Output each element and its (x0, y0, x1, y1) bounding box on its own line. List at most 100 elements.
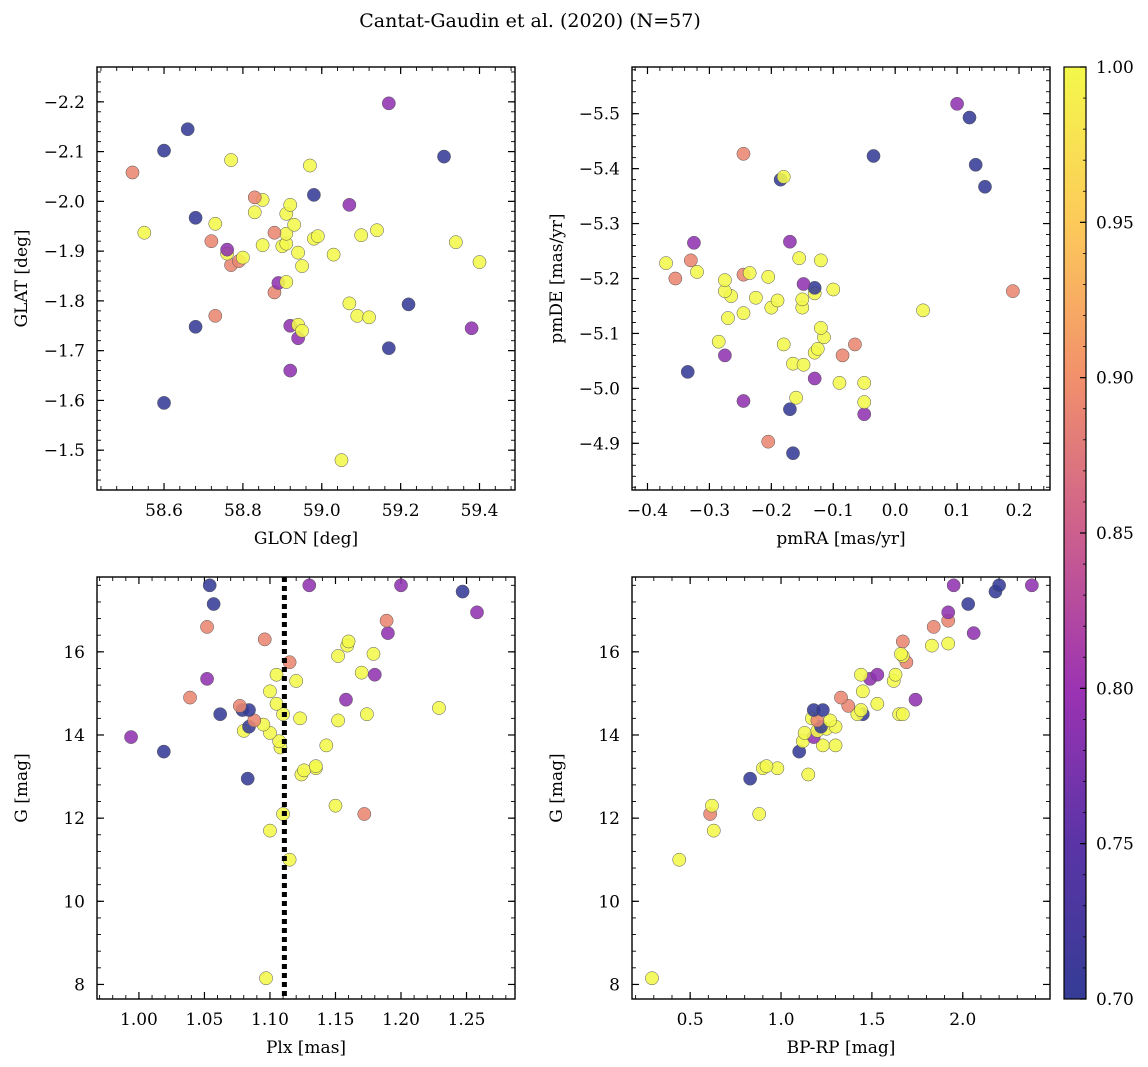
scatter-point (354, 228, 369, 243)
scatter-point (870, 696, 885, 711)
y-tick-label: −5.1 (579, 324, 620, 344)
scatter-point (857, 376, 872, 390)
scatter-point (797, 726, 812, 740)
scatter-point (759, 759, 774, 774)
scatter-point (379, 613, 394, 628)
scatter-point (866, 149, 881, 163)
scatter-point (394, 578, 408, 593)
scatter-point (257, 632, 272, 647)
scatter-point (946, 578, 961, 593)
scatter-point (941, 605, 956, 620)
x-tick-label: −0.1 (813, 501, 854, 521)
scatter-point (331, 713, 345, 728)
scatter-point (308, 759, 323, 774)
scatter-point (326, 247, 341, 262)
scatter-point (255, 238, 270, 253)
scatter-point (968, 157, 983, 172)
scatter-point (183, 690, 197, 705)
scatter-point (814, 321, 828, 335)
scatter-point (786, 446, 800, 461)
scatter-points (659, 96, 1020, 461)
scatter-point (796, 357, 811, 372)
scatter-points (125, 96, 487, 467)
scatter-point (1005, 284, 1020, 298)
scatter-point (342, 197, 357, 212)
scatter-point (224, 153, 238, 167)
scatter-points (645, 578, 1039, 986)
x-tick-label: −0.3 (689, 501, 730, 521)
x-tick-label: 1.0 (768, 1010, 795, 1030)
scatter-point (357, 807, 372, 821)
colorbar: 0.70 0.75 0.80 0.85 0.90 0.95 1.00 (1063, 58, 1134, 1010)
scatter-points (124, 578, 484, 986)
scatter-point (354, 665, 369, 680)
colorbar-tick-label: 0.75 (1096, 835, 1134, 855)
axes-frame (631, 66, 1051, 491)
x-tick-label: 1.25 (448, 1010, 486, 1030)
scatter-point (279, 275, 294, 289)
scatter-point (680, 365, 695, 379)
scatter-point (381, 626, 395, 640)
scatter-point (269, 667, 284, 682)
y-tick-label: 10 (598, 892, 620, 912)
scatter-point (401, 297, 416, 312)
scatter-point (925, 638, 939, 653)
scatter-point (295, 323, 309, 338)
scatter-point (247, 190, 262, 205)
scatter-point (334, 453, 349, 467)
scatter-point (870, 667, 885, 682)
scatter-point (156, 744, 171, 759)
axes-frame (631, 576, 1051, 1000)
x-tick-label: 1.20 (382, 1010, 420, 1030)
scatter-point (470, 605, 484, 620)
x-tick-label: 59.0 (303, 501, 341, 521)
scatter-point (736, 394, 751, 408)
x-tick-label: 58.8 (224, 501, 262, 521)
scatter-point (776, 337, 791, 352)
scatter-point (792, 251, 807, 266)
y-tick-label: 12 (598, 809, 620, 829)
scatter-point (776, 170, 791, 184)
scatter-point (895, 634, 910, 649)
scatter-point (125, 165, 140, 180)
scatter-point (206, 597, 221, 611)
colorbar-tick-label: 0.95 (1096, 213, 1134, 233)
scatter-point (992, 578, 1006, 593)
scatter-point (690, 265, 704, 279)
x-tick-label: 2.0 (949, 1010, 976, 1030)
y-tick-label: −5.2 (579, 270, 620, 290)
x-tick-label: 1.5 (858, 1010, 885, 1030)
scatter-point (381, 341, 396, 356)
axes-frame (96, 576, 516, 1000)
scatter-point (200, 672, 214, 686)
scatter-point (303, 158, 317, 173)
scatter-point (718, 348, 732, 363)
colorbar-tick-label: 0.85 (1096, 524, 1134, 544)
scatter-point (455, 584, 470, 599)
x-tick-label: 0.1 (944, 501, 971, 521)
scatter-point (247, 205, 262, 220)
scatter-point (645, 971, 659, 986)
scatter-point (367, 667, 382, 682)
scatter-point (789, 390, 803, 405)
scatter-point (208, 216, 223, 231)
y-tick-label: −1.7 (44, 342, 85, 362)
scatter-point (437, 149, 451, 164)
scatter-point (200, 620, 214, 634)
scatter-point (888, 667, 903, 682)
scatter-point (310, 229, 325, 244)
scatter-point (857, 395, 872, 409)
colorbar-tick-label: 0.80 (1096, 679, 1134, 699)
x-tick-label: 59.4 (461, 501, 499, 521)
scatter-point (796, 277, 811, 291)
scatter-point (828, 738, 843, 753)
scatter-point (742, 266, 757, 280)
scatter-point (208, 308, 223, 323)
scatter-point (857, 407, 872, 422)
scatter-point (289, 674, 304, 688)
panel-glon-glat: 58.6 58.8 59.0 59.2 59.4 −1.5 −1.6 −1.7 −1.8 −1.9… (12, 66, 516, 549)
scatter-point (381, 96, 396, 111)
y-axis-label: G [mag] (547, 753, 567, 822)
scatter-point (761, 270, 776, 284)
